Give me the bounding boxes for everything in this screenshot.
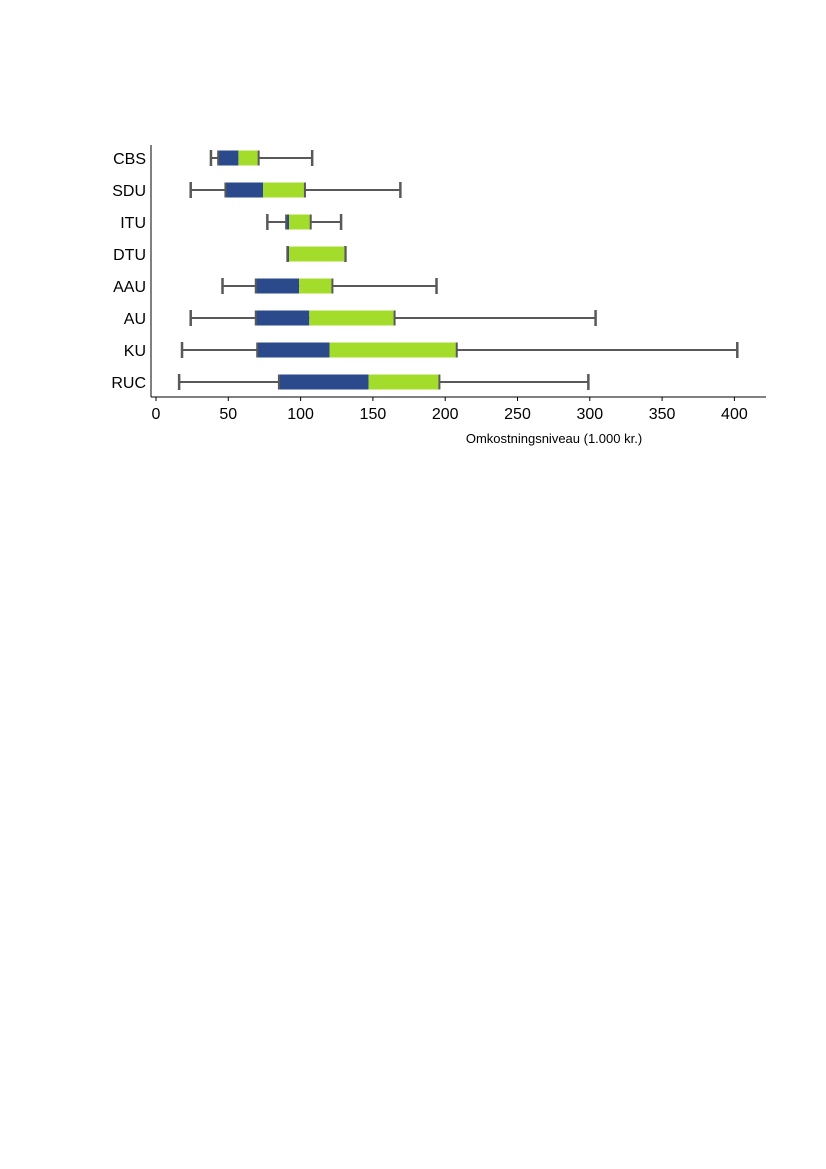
x-tick-label: 0 <box>152 406 161 423</box>
x-tick-label: 100 <box>287 406 314 423</box>
category-label: AU <box>124 311 146 328</box>
box-upper <box>299 278 333 294</box>
category-label: CBS <box>113 151 146 168</box>
category-label: DTU <box>113 247 146 264</box>
box-lower <box>257 342 330 358</box>
category-label: AAU <box>113 279 146 296</box>
box-upper <box>329 342 457 358</box>
category-label: SDU <box>112 183 146 200</box>
box-lower <box>278 374 369 390</box>
box-lower <box>225 182 264 198</box>
box-upper <box>309 310 395 326</box>
box-ku <box>180 342 739 358</box>
box-lower <box>255 278 300 294</box>
box-lower <box>218 150 239 166</box>
x-tick-label: 50 <box>219 406 237 423</box>
box-upper <box>289 246 346 262</box>
x-tick-label: 350 <box>649 406 676 423</box>
x-tick-label: 250 <box>504 406 531 423</box>
box-dtu <box>286 246 347 262</box>
category-labels: CBS SDU ITU DTU AAU AU KU RUC <box>111 151 146 392</box>
box-upper <box>263 182 305 198</box>
x-tick-label: 300 <box>576 406 603 423</box>
x-axis-title: Omkostningsniveau (1.000 kr.) <box>466 431 642 446</box>
category-label: RUC <box>111 375 146 392</box>
box-upper <box>238 150 259 166</box>
x-tick-label: 150 <box>360 406 387 423</box>
box-aau <box>221 278 438 294</box>
x-tick-label: 200 <box>432 406 459 423</box>
x-axis-ticks: 0 50 100 150 200 250 300 350 400 <box>152 397 748 423</box>
box-lower <box>286 214 290 230</box>
x-tick-label: 400 <box>721 406 748 423</box>
category-label: KU <box>124 343 146 360</box>
box-itu <box>266 214 343 230</box>
box-sdu <box>189 182 402 198</box>
box-cbs <box>209 150 314 166</box>
category-label: ITU <box>120 215 146 232</box>
box-lower <box>255 310 310 326</box>
box-ruc <box>177 374 590 390</box>
box-upper <box>368 374 440 390</box>
box-au <box>189 310 597 326</box>
box-upper <box>289 214 311 230</box>
box-series <box>177 150 739 390</box>
